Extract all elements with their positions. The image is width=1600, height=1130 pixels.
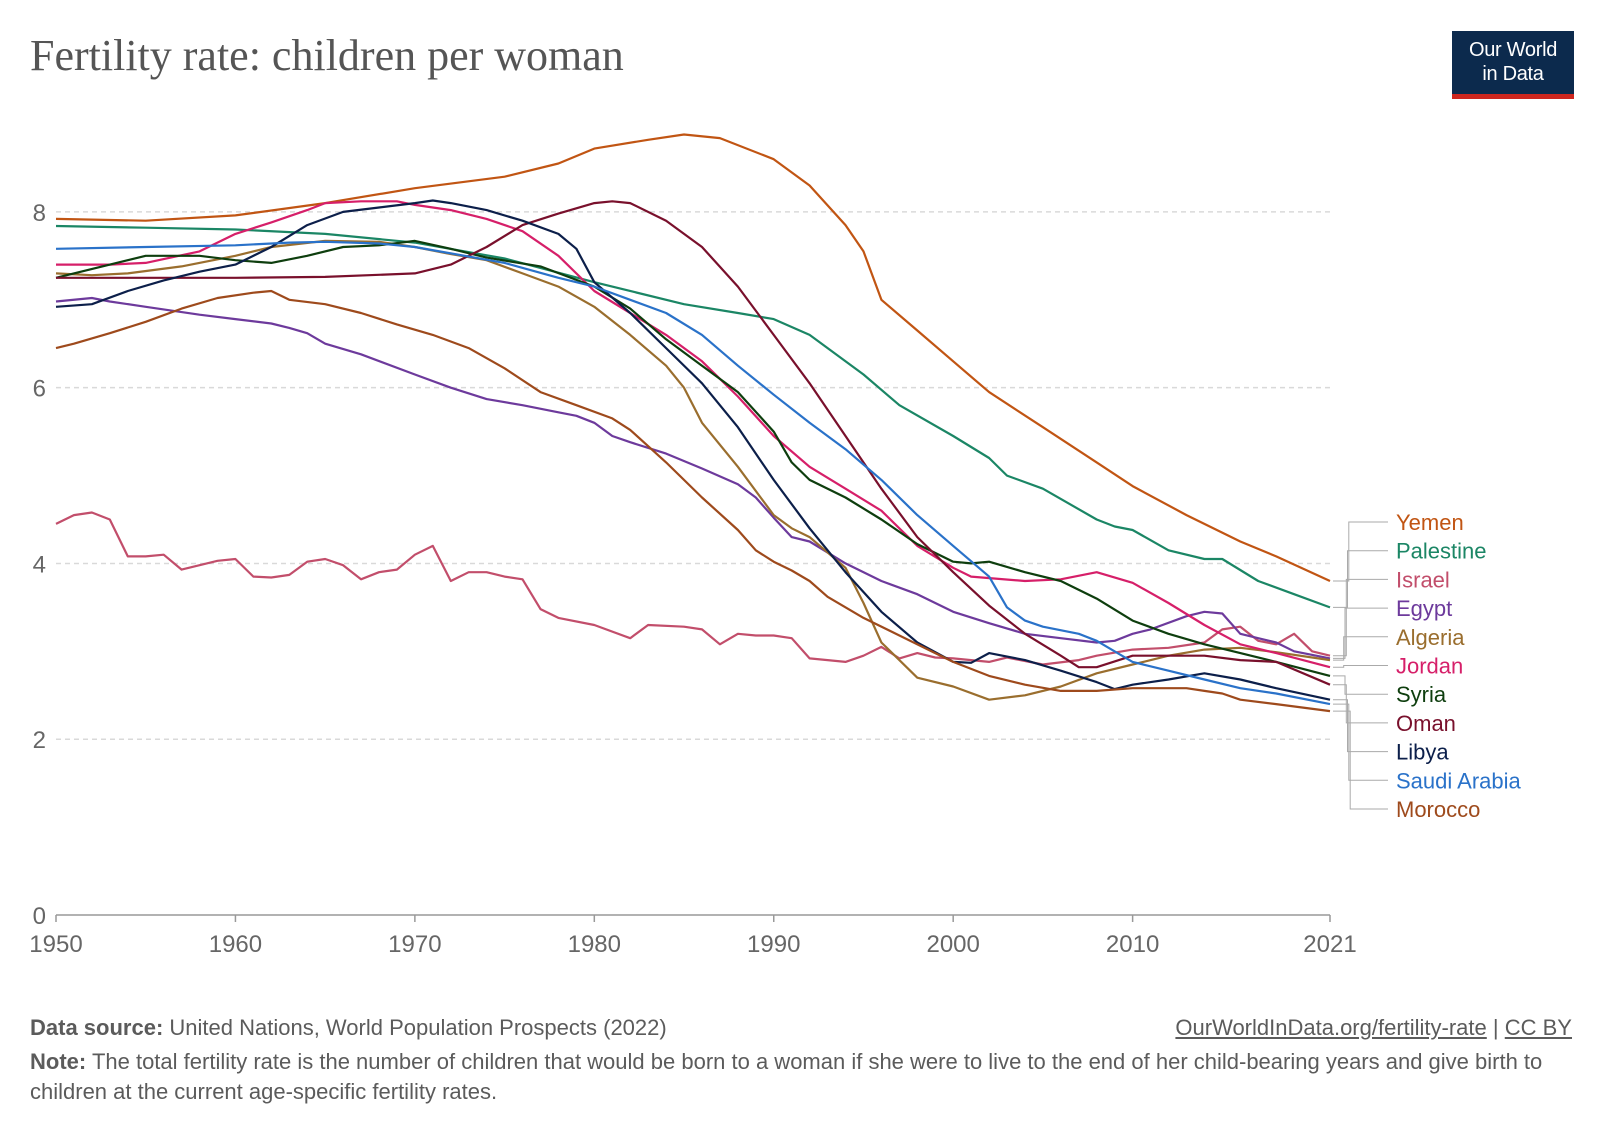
legend-label-syria[interactable]: Syria — [1396, 682, 1447, 707]
x-tick-label-2000: 2000 — [926, 931, 979, 958]
series-line-yemen[interactable] — [55, 133, 1331, 583]
data-source-text: United Nations, World Population Prospec… — [169, 1015, 667, 1040]
x-tick-label-2021: 2021 — [1303, 931, 1356, 958]
legend-label-libya[interactable]: Libya — [1396, 740, 1449, 765]
legend-connector-egypt — [1333, 607, 1388, 659]
legend-label-yemen[interactable]: Yemen — [1396, 510, 1464, 535]
y-tick-label-4: 4 — [33, 551, 46, 578]
series-lines — [55, 133, 1331, 713]
legend-connectors — [1333, 521, 1388, 810]
legend-label-israel[interactable]: Israel — [1396, 567, 1450, 592]
legend-label-egypt[interactable]: Egypt — [1396, 596, 1452, 621]
legend-label-palestine[interactable]: Palestine — [1396, 539, 1487, 564]
legend-connector-yemen — [1333, 521, 1388, 582]
note-label: Note: — [30, 1049, 87, 1074]
chart-title: Fertility rate: children per woman — [30, 31, 624, 80]
series-line-saudi-arabia[interactable] — [55, 240, 1331, 706]
chart-note: Note: The total fertility rate is the nu… — [30, 1047, 1570, 1107]
series-line-libya[interactable] — [55, 199, 1331, 701]
source-url-link[interactable]: OurWorldInData.org/fertility-rate — [1175, 1015, 1487, 1040]
x-tick-label-1980: 1980 — [568, 931, 621, 958]
legend-connector-israel — [1333, 578, 1388, 657]
series-line-algeria[interactable] — [55, 239, 1331, 701]
y-tick-label-2: 2 — [33, 727, 46, 754]
legend-connector-jordan — [1333, 665, 1388, 668]
legend-connector-morocco — [1333, 710, 1388, 810]
x-tick-label-1950: 1950 — [29, 931, 82, 958]
legend-connector-saudi-arabia — [1333, 703, 1388, 781]
y-tick-label-8: 8 — [33, 200, 46, 227]
logo-line-2: in Data — [1482, 63, 1544, 85]
note-text: The total fertility rate is the number o… — [30, 1049, 1543, 1104]
data-source: Data source: United Nations, World Popul… — [30, 1015, 667, 1041]
legend-label-oman[interactable]: Oman — [1396, 711, 1456, 736]
series-line-syria[interactable] — [55, 239, 1331, 677]
fertility-line-chart: 0 2 4 6 8 1950 1960 1970 1980 1990 2000 2010 2021 Y… — [29, 133, 1522, 958]
series-line-morocco[interactable] — [55, 289, 1331, 713]
x-tick-label-2010: 2010 — [1106, 931, 1159, 958]
series-line-palestine[interactable] — [55, 224, 1331, 609]
series-line-israel[interactable] — [55, 511, 1331, 666]
x-tick-label-1990: 1990 — [747, 931, 800, 958]
series-line-jordan[interactable] — [56, 200, 1331, 669]
url-separator: | — [1492, 1015, 1499, 1040]
grid-lines — [56, 211, 1330, 740]
license-link[interactable]: CC BY — [1504, 1015, 1572, 1040]
legend-label-algeria[interactable]: Algeria — [1396, 625, 1465, 650]
owid-logo[interactable]: Our World in Data — [1452, 31, 1574, 99]
legend-connector-libya — [1333, 699, 1388, 753]
legend-label-morocco[interactable]: Morocco — [1396, 797, 1480, 822]
data-source-label: Data source: — [30, 1015, 164, 1040]
x-tick-label-1970: 1970 — [388, 931, 441, 958]
legend-label-jordan[interactable]: Jordan — [1396, 654, 1463, 679]
x-axis: 1950 1960 1970 1980 1990 2000 2010 2021 — [29, 914, 1357, 958]
x-tick-label-1960: 1960 — [209, 931, 262, 958]
y-tick-label-6: 6 — [33, 376, 46, 403]
series-line-oman[interactable] — [56, 200, 1331, 686]
series-line-egypt[interactable] — [55, 296, 1331, 660]
logo-line-1: Our World — [1468, 39, 1558, 61]
legend-labels: Yemen Palestine Israel Egypt Algeria Jordan Sy… — [1396, 510, 1522, 822]
legend-label-saudi-arabia[interactable]: Saudi Arabia — [1396, 768, 1522, 793]
legend-connector-algeria — [1333, 636, 1388, 661]
source-url-block: OurWorldInData.org/fertility-rate | CC B… — [1175, 1015, 1572, 1041]
y-tick-label-0: 0 — [33, 903, 46, 930]
y-tick-labels: 0 2 4 6 8 — [33, 200, 46, 930]
